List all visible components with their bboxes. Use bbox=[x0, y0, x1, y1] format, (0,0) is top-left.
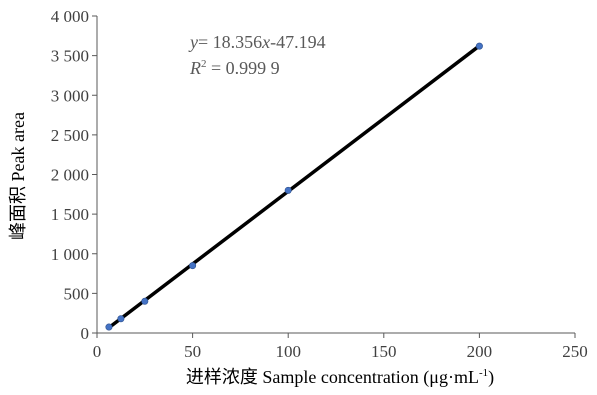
r-value: = 0.999 9 bbox=[207, 58, 280, 78]
equation-body: = 18.356 bbox=[198, 32, 262, 52]
y-tick-label: 500 bbox=[64, 284, 90, 303]
axes bbox=[92, 15, 576, 338]
equation-y-var: y bbox=[188, 32, 198, 52]
data-points bbox=[105, 42, 483, 331]
y-tick-label: 0 bbox=[81, 324, 90, 343]
x-axis-title: 进样浓度 Sample concentration (μg·mL-1) bbox=[186, 367, 494, 388]
r-superscript: 2 bbox=[201, 58, 207, 70]
y-tick-label: 3 000 bbox=[51, 86, 89, 105]
data-point bbox=[117, 315, 125, 323]
x-tick-label: 100 bbox=[275, 342, 301, 361]
x-tick-label: 250 bbox=[562, 342, 588, 361]
y-tick-label: 2 500 bbox=[51, 126, 89, 145]
x-tick-label: 0 bbox=[93, 342, 102, 361]
data-point bbox=[105, 323, 113, 331]
y-tick-label: 1 500 bbox=[51, 205, 89, 224]
x-tick-label: 50 bbox=[184, 342, 201, 361]
regression-equation: y= 18.356x-47.194 bbox=[188, 32, 326, 52]
r-var: R bbox=[189, 58, 201, 78]
data-point bbox=[475, 42, 483, 50]
r-squared-label: R2 = 0.999 9 bbox=[189, 58, 280, 78]
data-point bbox=[189, 262, 197, 270]
x-tick-label: 200 bbox=[467, 342, 493, 361]
x-axis-title-main: 进样浓度 Sample concentration (μg·mL bbox=[186, 367, 479, 388]
equation-tail: -47.194 bbox=[270, 32, 326, 52]
tick-labels: 0 500 1 000 1 500 2 000 2 500 3 000 3 500 4 000 0… bbox=[51, 7, 588, 361]
data-point bbox=[284, 186, 292, 194]
y-tick-label: 1 000 bbox=[51, 245, 89, 264]
x-tick-label: 150 bbox=[371, 342, 397, 361]
trendline bbox=[107, 44, 482, 330]
y-tick-label: 2 000 bbox=[51, 166, 89, 185]
data-point bbox=[141, 297, 149, 305]
y-tick-label: 4 000 bbox=[51, 7, 89, 26]
y-tick-label: 3 500 bbox=[51, 47, 89, 66]
y-axis-title: 峰面积 Peak area bbox=[8, 112, 28, 240]
trendline-layer bbox=[107, 44, 482, 330]
x-axis-title-sup: -1 bbox=[479, 367, 488, 379]
equation-x-var: x bbox=[261, 32, 270, 52]
x-axis-title-close: ) bbox=[488, 367, 494, 388]
